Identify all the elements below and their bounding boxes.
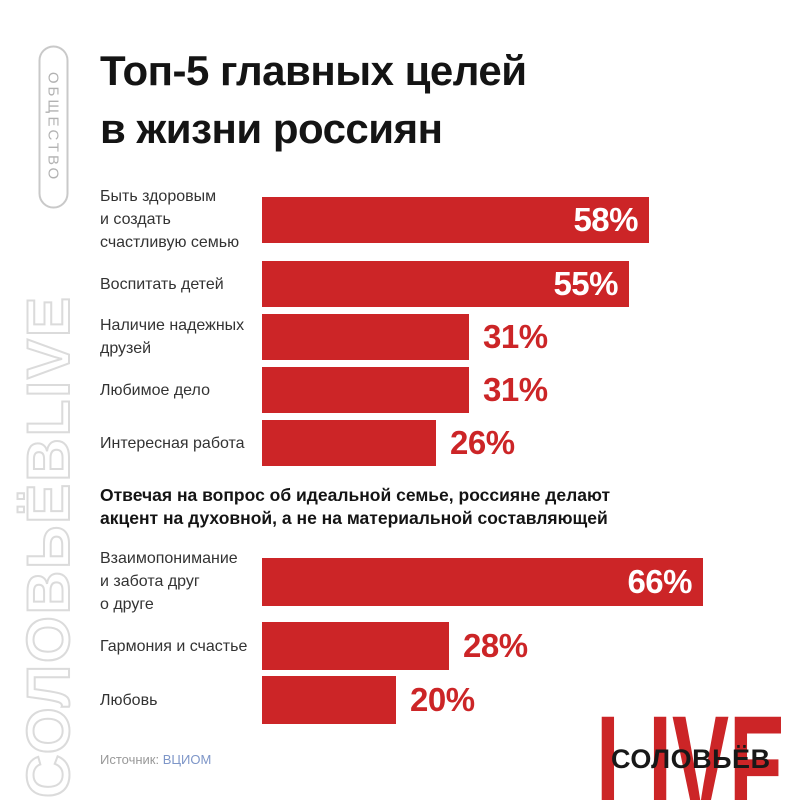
- bar-value-label: 20%: [410, 681, 475, 718]
- bar-value-label: 28%: [463, 627, 528, 664]
- source-line: Источник: ВЦИОМ: [100, 752, 211, 767]
- source-prefix: Источник:: [100, 752, 160, 767]
- bar-category-label: Интересная работа: [100, 434, 245, 452]
- bar: [262, 622, 449, 670]
- chart-row: Гармония и счастье 28%: [100, 622, 703, 670]
- chart-row: Интересная работа 26%: [100, 420, 649, 466]
- source-name: ВЦИОМ: [162, 752, 212, 767]
- bar: 55%: [262, 261, 629, 307]
- bar-category-label: Взаимопонимание и забота друг о друге: [100, 550, 238, 613]
- chart-row: Взаимопонимание и забота друг о друге 66%: [100, 547, 703, 616]
- page-title-line2: в жизни россиян: [100, 105, 443, 152]
- subtitle-line1: Отвечая на вопрос об идеальной семье, ро…: [100, 485, 611, 505]
- bar-value-label: 66%: [627, 562, 692, 600]
- bar-area: 20%: [262, 676, 475, 724]
- logo-brand-text: СОЛОВЬЁВ: [611, 744, 771, 774]
- bar-value-label: 26%: [450, 424, 515, 461]
- page-title-line1: Топ-5 главных целей: [100, 47, 527, 94]
- bar: 58%: [262, 196, 649, 243]
- bar-category-label: Воспитать детей: [100, 275, 224, 293]
- page-title: Топ-5 главных целей в жизни россиян: [100, 42, 527, 158]
- bar-value-label: 31%: [483, 371, 548, 408]
- category-pill: ОБЩЕСТВО: [38, 45, 69, 209]
- bar-category-label: Гармония и счастье: [100, 637, 248, 655]
- bar-area: 31%: [262, 314, 548, 360]
- bar-area: 66%: [262, 557, 703, 606]
- bar-area: 31%: [262, 367, 548, 413]
- chart-row: Любовь 20%: [100, 676, 703, 724]
- bar: 66%: [262, 557, 703, 606]
- bar-value-label: 31%: [483, 318, 548, 355]
- bar-area: 28%: [262, 622, 528, 670]
- chart-row: Наличие надежных друзей 31%: [100, 314, 649, 360]
- bar: [262, 676, 396, 724]
- chart-row: Быть здоровым и создать счастливую семью…: [100, 185, 649, 254]
- chart-row: Воспитать детей 55%: [100, 261, 649, 307]
- watermark-vertical-text: СОЛОВЬЁВLIVE: [14, 294, 83, 799]
- category-pill-label: ОБЩЕСТВО: [45, 71, 62, 183]
- bar-category-label: Любовь: [100, 691, 158, 709]
- bar: [262, 420, 436, 466]
- chart-row: Любимое дело 31%: [100, 367, 649, 413]
- bar-value-label: 55%: [553, 265, 618, 302]
- bar-area: 58%: [262, 196, 649, 243]
- family-bar-chart: Взаимопонимание и забота друг о друге 66%…: [100, 547, 703, 730]
- logo-live-text: LIVE: [596, 684, 787, 800]
- bar: [262, 367, 469, 413]
- subtitle: Отвечая на вопрос об идеальной семье, ро…: [100, 484, 610, 530]
- bar-category-label: Наличие надежных друзей: [100, 317, 245, 357]
- bar-value-label: 58%: [573, 200, 638, 238]
- bar-area: 55%: [262, 261, 629, 307]
- bar-category-label: Любимое дело: [100, 381, 210, 399]
- goals-bar-chart: Быть здоровым и создать счастливую семью…: [100, 185, 649, 473]
- bar: [262, 314, 469, 360]
- bar-category-label: Быть здоровым и создать счастливую семью: [100, 188, 240, 251]
- bar-area: 26%: [262, 420, 515, 466]
- subtitle-line2: акцент на духовной, а не на материальной…: [100, 508, 608, 528]
